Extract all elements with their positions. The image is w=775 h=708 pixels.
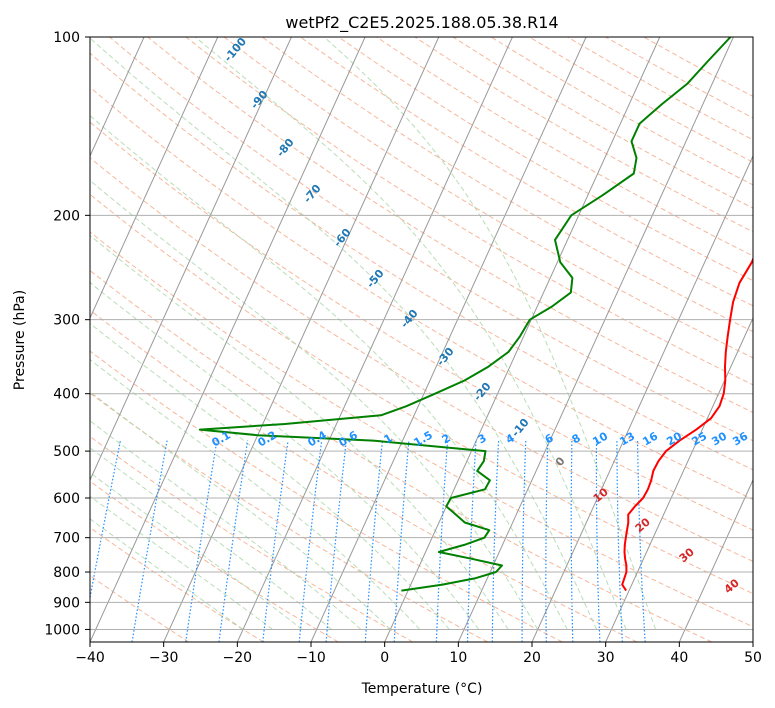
dry-adiabat-line — [90, 121, 753, 531]
x-tick-label: 30 — [597, 650, 615, 666]
mixing-ratio-line — [616, 440, 623, 642]
plot-area — [90, 37, 753, 642]
dry-adiabat-line — [90, 392, 488, 642]
isotherm-line — [531, 154, 753, 642]
x-tick-label: 20 — [523, 650, 541, 666]
mixing-ratio-line — [393, 440, 410, 642]
isotherm-line — [0, 37, 70, 642]
mixing-ratio-line — [570, 440, 574, 642]
x-tick-label: 0 — [380, 650, 389, 666]
dry-adiabat-line — [90, 86, 753, 501]
x-tick-label: 10 — [449, 650, 467, 666]
y-axis-label: Pressure (hPa) — [12, 290, 28, 390]
profiles — [198, 37, 753, 592]
x-tick-label: −40 — [75, 650, 105, 666]
y-tick-label: 200 — [53, 208, 80, 224]
mixing-ratio-line — [185, 440, 218, 642]
mixing-ratio-line — [466, 440, 477, 642]
moist-adiabat-line — [90, 447, 332, 630]
x-tick-label: −20 — [223, 650, 253, 666]
isotherm-line — [752, 640, 753, 642]
y-tick-label: 800 — [53, 565, 80, 581]
mixing-ratio-line — [435, 440, 449, 642]
x-tick-label: −30 — [149, 650, 179, 666]
moist-adiabat-line — [90, 472, 303, 630]
dry-adiabat-line — [90, 231, 753, 628]
y-tick-label: 100 — [53, 30, 80, 46]
dry-adiabat-line — [185, 37, 753, 386]
plot-frame — [89, 36, 754, 643]
isotherm-line — [90, 37, 366, 642]
x-axis-label: Temperature (°C) — [361, 681, 483, 697]
y-tick-label: 300 — [53, 313, 80, 329]
dry-adiabat-line — [147, 37, 753, 414]
moist-adiabat-line — [90, 37, 598, 630]
y-tick-label: 500 — [53, 444, 80, 460]
isotherm-line — [605, 316, 753, 642]
mixing-ratio-line — [262, 440, 289, 642]
dry-adiabat-line — [90, 575, 190, 642]
mixing-ratio-line — [298, 440, 323, 642]
moist-adiabat-line — [90, 234, 509, 630]
moist-adiabat-line — [90, 115, 568, 630]
mixing-ratio-line — [325, 440, 347, 642]
mixing-ratio-line — [364, 440, 383, 642]
isotherm-line — [236, 37, 513, 642]
isotherm-line — [163, 37, 440, 642]
dry-adiabat-line — [90, 269, 712, 642]
mixing-ratio-line — [218, 440, 249, 642]
temperature-profile-line — [621, 256, 753, 592]
mixing-ratio-line — [637, 440, 646, 642]
y-tick-label: 400 — [53, 387, 80, 403]
background-lines — [0, 37, 753, 642]
dry-adiabat-line — [90, 350, 563, 642]
isotherm-line — [678, 478, 753, 642]
mixing-ratio-line — [131, 440, 168, 642]
mixing-ratio-line — [491, 440, 500, 642]
x-tick-label: −10 — [296, 650, 326, 666]
mixing-ratio-line — [595, 440, 601, 642]
y-axis: 100 200 300 400 500 600 700 800 900 1000 — [44, 30, 90, 638]
x-axis: −40 −30 −20 −10 0 10 20 30 40 50 — [75, 642, 762, 666]
y-tick-label: 600 — [53, 491, 80, 507]
mixing-ratio-line — [545, 440, 549, 642]
moist-adiabat-line — [90, 391, 391, 630]
dewpoint-profile-line — [198, 37, 732, 592]
isotherm-line — [384, 37, 661, 642]
moist-adiabat-line — [323, 37, 657, 630]
moist-adiabat-line — [194, 37, 627, 630]
isotherm-line — [90, 37, 219, 320]
y-tick-label: 700 — [53, 531, 80, 547]
x-tick-label: 40 — [670, 650, 688, 666]
dry-adiabat-line — [90, 157, 753, 562]
y-tick-label: 900 — [53, 595, 80, 611]
moist-adiabat-line — [90, 281, 480, 630]
isotherm-line — [90, 37, 145, 158]
isotherm-line — [310, 37, 587, 642]
isotherm-line — [457, 37, 734, 642]
x-tick-label: 50 — [744, 650, 762, 666]
y-tick-label: 1000 — [44, 622, 80, 638]
chart-title: wetPf2_C2E5.2025.188.05.38.R14 — [285, 13, 558, 33]
moist-adiabat-line — [90, 179, 539, 630]
mixing-ratio-line — [521, 440, 527, 642]
moist-adiabat-line — [90, 420, 362, 630]
dry-adiabat-line — [223, 37, 753, 359]
mixing-ratio-line — [90, 440, 121, 601]
moist-adiabat-line — [90, 358, 421, 630]
isotherm-line — [90, 37, 292, 482]
